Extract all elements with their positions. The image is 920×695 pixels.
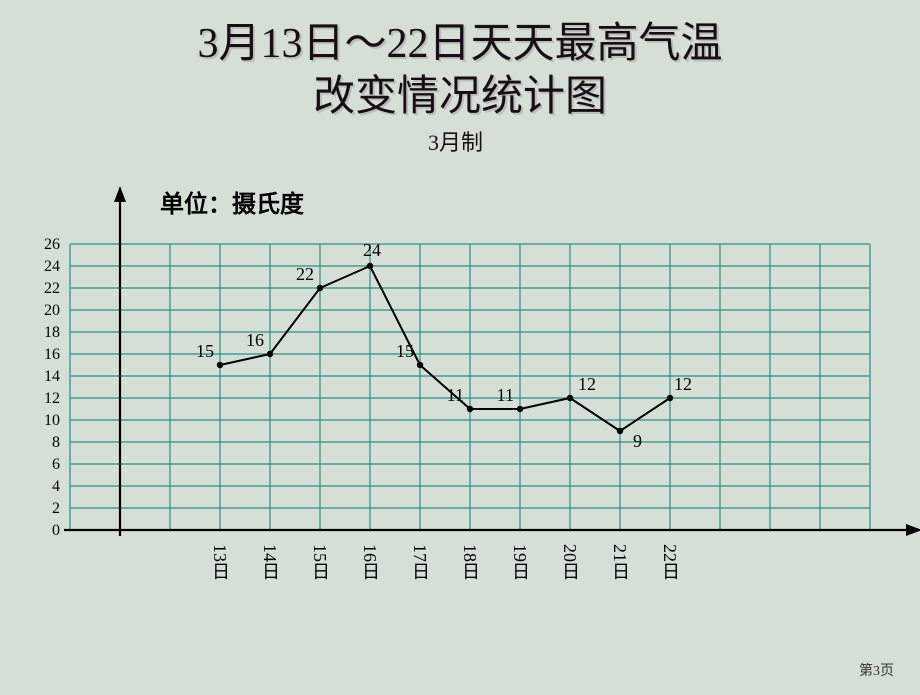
svg-text:22日: 22日 [660,544,680,580]
svg-text:9: 9 [633,431,642,451]
svg-text:12: 12 [578,374,596,394]
svg-text:12: 12 [44,390,60,407]
svg-text:15: 15 [196,341,214,361]
svg-text:20: 20 [44,302,60,319]
page-number: 第3页 [859,660,894,680]
svg-text:4: 4 [52,478,60,495]
svg-text:16: 16 [246,330,264,350]
svg-text:14日: 14日 [260,544,280,580]
svg-text:11: 11 [447,385,464,405]
svg-text:22: 22 [44,280,60,297]
svg-text:17日: 17日 [410,544,430,580]
svg-text:15: 15 [396,341,414,361]
svg-text:14: 14 [44,368,60,385]
svg-text:8: 8 [52,434,60,451]
svg-text:21日: 21日 [610,544,630,580]
svg-text:16: 16 [44,346,60,363]
svg-text:18日: 18日 [460,544,480,580]
svg-text:18: 18 [44,324,60,341]
svg-text:20日: 20日 [560,544,580,580]
svg-text:13日: 13日 [210,544,230,580]
svg-text:6: 6 [52,456,60,473]
svg-text:2: 2 [52,500,60,517]
svg-text:24: 24 [363,240,381,260]
svg-text:10: 10 [44,412,60,429]
svg-text:0: 0 [52,522,60,539]
line-chart: 0246810121416182022242613日14日15日16日17日18… [0,0,920,690]
chart-container: 0246810121416182022242613日14日15日16日17日18… [0,0,920,690]
svg-text:19日: 19日 [510,544,530,580]
svg-text:22: 22 [296,264,314,284]
svg-text:26: 26 [44,236,60,253]
svg-text:24: 24 [44,258,60,275]
svg-text:16日: 16日 [360,544,380,580]
svg-text:12: 12 [674,374,692,394]
svg-text:11: 11 [497,385,514,405]
svg-text:15日: 15日 [310,544,330,580]
